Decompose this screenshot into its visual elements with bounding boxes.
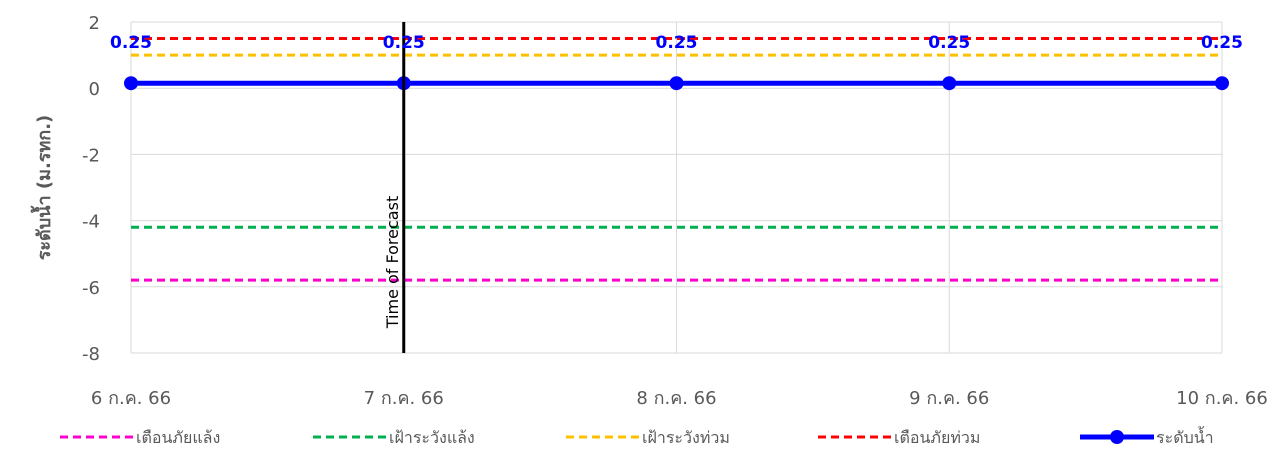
legend-label: เตือนภัยแล้ง xyxy=(136,428,220,447)
legend-label: เตือนภัยท่วม xyxy=(894,428,980,447)
data-label: 0.25 xyxy=(1201,33,1243,53)
legend-label: เฝ้าระวังแล้ง xyxy=(389,428,475,447)
x-tick-label: 9 ก.ค. 66 xyxy=(909,388,989,409)
data-label: 0.25 xyxy=(383,33,425,53)
legend-marker xyxy=(1110,430,1124,444)
series-marker xyxy=(1215,76,1229,91)
y-tick-labels: 2 0 -2 -4 -6 -8 xyxy=(82,13,100,365)
forecast-label: Time of Forecast xyxy=(383,196,402,329)
y-tick-label: 0 xyxy=(89,79,100,100)
legend: เตือนภัยแล้ง เฝ้าระวังแล้ง เฝ้าระวังท่วม เต… xyxy=(60,426,1214,447)
data-labels: 0.25 0.25 0.25 0.25 0.25 xyxy=(110,33,1243,53)
y-tick-label: 2 xyxy=(89,13,100,34)
y-tick-label: -4 xyxy=(82,212,100,233)
data-label: 0.25 xyxy=(110,33,152,53)
forecast-annotation: Time of Forecast xyxy=(383,22,406,353)
series-marker xyxy=(942,76,957,91)
y-tick-label: -2 xyxy=(82,145,100,166)
y-tick-label: -8 xyxy=(82,344,100,365)
y-tick-label: -6 xyxy=(82,278,100,299)
x-tick-labels: 6 ก.ค. 66 7 ก.ค. 66 8 ก.ค. 66 9 ก.ค. 66 10 ก… xyxy=(91,388,1268,409)
data-label: 0.25 xyxy=(656,33,698,53)
y-axis-label: ระดับน้ำ (ม.รทก.) xyxy=(30,115,55,261)
gridlines xyxy=(130,21,1223,354)
x-tick-label: 7 ก.ค. 66 xyxy=(364,388,444,409)
x-tick-label: 10 ก.ค. 66 xyxy=(1176,388,1268,409)
series-marker xyxy=(124,76,138,91)
x-tick-label: 8 ก.ค. 66 xyxy=(636,388,716,409)
series-marker xyxy=(669,76,684,91)
x-tick-label: 6 ก.ค. 66 xyxy=(91,388,171,409)
legend-label: ระดับน้ำ xyxy=(1156,426,1214,447)
legend-label: เฝ้าระวังท่วม xyxy=(642,428,730,447)
data-label: 0.25 xyxy=(928,33,970,53)
